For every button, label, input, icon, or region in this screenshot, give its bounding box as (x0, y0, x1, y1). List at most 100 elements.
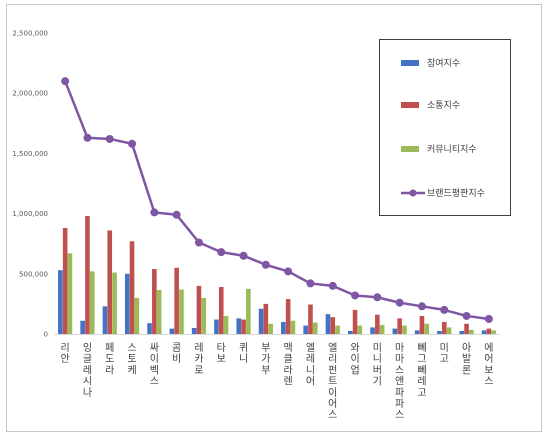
bar-2 (486, 328, 492, 334)
legend-swatch (401, 60, 419, 66)
line-point (328, 281, 337, 290)
bar-3 (402, 325, 407, 334)
legend-box (379, 39, 511, 216)
line-point (128, 139, 137, 148)
line-point (194, 238, 203, 247)
bar-3 (156, 290, 162, 334)
line-point (239, 251, 248, 260)
y-tick-label: 500,000 (19, 270, 48, 278)
bar-2 (285, 299, 291, 334)
bar-3 (134, 297, 140, 334)
bar-3 (67, 253, 73, 334)
legend-label: 브랜드평판지수 (427, 188, 485, 199)
line-point (373, 293, 382, 302)
bar-1 (124, 273, 130, 334)
line-point (261, 260, 270, 269)
chart-svg: 0 500,000 1,000,000 1,500,000 2,000,000 2,500… (12, 30, 511, 421)
bar-3 (89, 271, 95, 334)
category-labels: 리 안 잉 글 레 시 나 페 도 라 스 토 케 싸 이 벡 스 콤 비 레 카 로 타 보 퀴 니 부 가 부 맥 클 라 렌 엘 레 니 어 엘 리 펀… (61, 341, 494, 421)
line-point (105, 134, 114, 143)
chart-frame: 0 500,000 1,000,000 1,500,000 2,000,000 2,500… (6, 4, 542, 432)
line-point (462, 311, 471, 320)
bar-2 (330, 317, 336, 334)
bar-3 (201, 297, 207, 334)
bar-2 (107, 230, 113, 334)
legend-swatch (401, 102, 419, 108)
line-point (440, 305, 449, 314)
legend-label: 커뮤니티지수 (427, 144, 477, 155)
bar-2 (375, 314, 380, 334)
bar-1 (169, 328, 175, 334)
bar-1 (80, 320, 85, 334)
bar-3 (223, 315, 229, 334)
bar-3 (379, 324, 385, 334)
bar-1 (102, 306, 108, 334)
y-tick-label: 1,500,000 (12, 150, 48, 158)
bar-2 (196, 285, 202, 334)
y-axis: 0 500,000 1,000,000 1,500,000 2,000,000 2,500… (12, 30, 48, 339)
bar-3 (491, 330, 496, 334)
bar-1 (370, 327, 375, 334)
bar-1 (281, 321, 286, 334)
y-tick-label: 2,000,000 (12, 90, 48, 98)
bar-1 (236, 318, 242, 334)
bar-2 (62, 228, 68, 334)
line-point (395, 298, 404, 307)
line-series-group (61, 77, 493, 323)
bar-2 (218, 287, 224, 334)
bar-3 (112, 272, 117, 334)
bar-1 (392, 328, 398, 334)
bar-2 (85, 216, 90, 334)
bar-2 (352, 309, 358, 334)
bar-3 (312, 322, 318, 334)
y-tick-label: 2,500,000 (12, 30, 48, 38)
bar-3 (290, 320, 296, 334)
bar-2 (464, 323, 469, 334)
line-point (351, 291, 360, 300)
bar-3 (246, 288, 251, 334)
bar-1 (147, 323, 152, 334)
bar-3 (335, 325, 340, 334)
line-point (83, 133, 92, 142)
bar-1 (347, 330, 353, 334)
bar-2 (397, 318, 402, 334)
line-point (306, 279, 315, 288)
line-point (284, 267, 293, 276)
legend-swatch-marker (409, 189, 417, 197)
line-point (172, 210, 181, 219)
bar-2 (308, 304, 313, 334)
bar-2 (419, 315, 425, 334)
line-point (484, 314, 493, 323)
bar-3 (424, 323, 430, 334)
line-point (150, 208, 159, 217)
legend-label: 참여지수 (427, 57, 460, 69)
bar-2 (129, 241, 135, 334)
line-point (417, 302, 426, 311)
line-point (217, 248, 226, 257)
bar-series-group (58, 216, 496, 334)
bar-1 (481, 330, 487, 334)
legend-label: 소통지수 (427, 100, 460, 111)
bar-3 (179, 289, 184, 334)
bar-2 (263, 303, 269, 334)
line-point (61, 77, 70, 86)
y-tick-label: 1,000,000 (12, 210, 48, 218)
bar-2 (174, 267, 179, 334)
bar-1 (437, 330, 442, 334)
